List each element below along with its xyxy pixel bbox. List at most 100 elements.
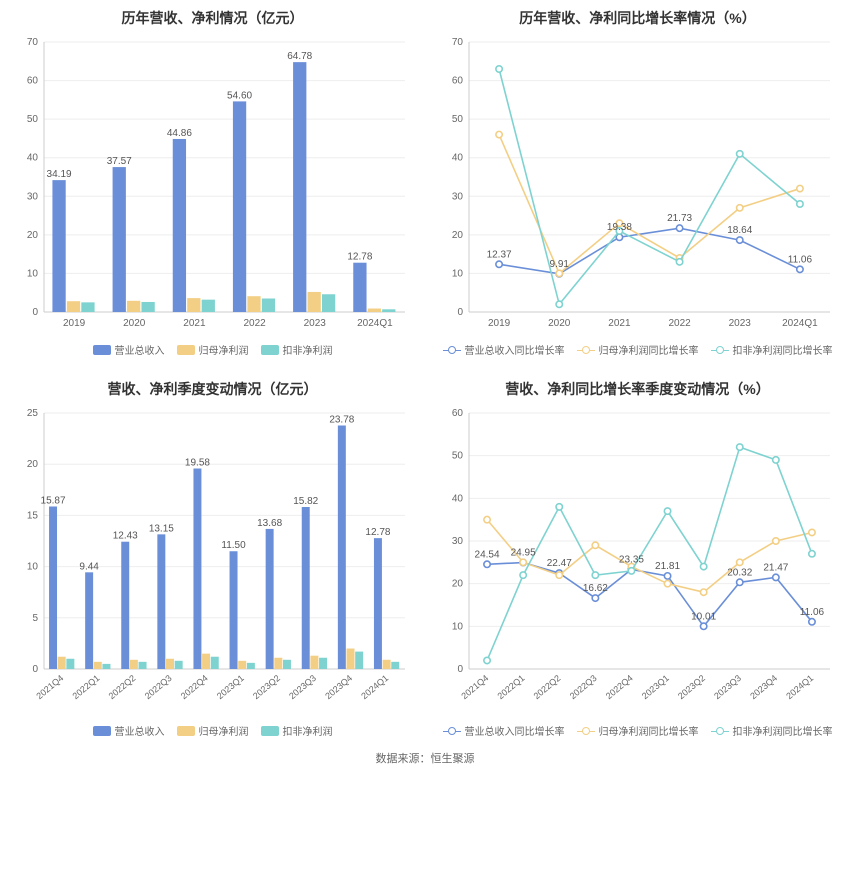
chart-title: 营收、净利季度变动情况（亿元） xyxy=(10,379,415,399)
legend-swatch xyxy=(711,726,729,736)
svg-text:60: 60 xyxy=(452,408,464,419)
chart-legend: 营业总收入归母净利润扣非净利润 xyxy=(10,342,415,357)
svg-text:2022Q2: 2022Q2 xyxy=(107,673,138,701)
chart-bl: 05101520252021Q42022Q12022Q22022Q32022Q4… xyxy=(10,407,415,738)
svg-text:20: 20 xyxy=(27,459,39,470)
svg-text:2023Q4: 2023Q4 xyxy=(323,673,354,701)
svg-text:40: 40 xyxy=(452,493,464,504)
legend-label: 扣非净利润 xyxy=(283,342,333,357)
svg-text:0: 0 xyxy=(457,307,463,318)
svg-text:5: 5 xyxy=(32,613,38,624)
svg-text:2024Q1: 2024Q1 xyxy=(359,673,390,701)
legend-label: 归母净利润 xyxy=(199,342,249,357)
svg-text:2022Q2: 2022Q2 xyxy=(532,673,563,701)
svg-text:23.78: 23.78 xyxy=(329,414,354,425)
legend-item: 扣非净利润同比增长率 xyxy=(711,342,833,357)
svg-text:2023Q3: 2023Q3 xyxy=(712,673,743,701)
svg-text:60: 60 xyxy=(452,76,464,87)
svg-text:19.38: 19.38 xyxy=(607,222,632,233)
legend-swatch xyxy=(261,726,279,736)
svg-text:21.81: 21.81 xyxy=(655,561,680,572)
svg-text:2019: 2019 xyxy=(63,318,86,329)
legend-item: 营业总收入同比增长率 xyxy=(443,342,565,357)
svg-text:30: 30 xyxy=(27,191,39,202)
svg-text:40: 40 xyxy=(27,153,39,164)
svg-text:21.47: 21.47 xyxy=(763,562,788,573)
legend-label: 营业总收入同比增长率 xyxy=(465,723,565,738)
svg-text:20: 20 xyxy=(452,230,464,241)
svg-text:2021Q4: 2021Q4 xyxy=(459,673,490,701)
svg-text:2022Q1: 2022Q1 xyxy=(495,673,526,701)
svg-text:70: 70 xyxy=(452,37,464,48)
legend-item: 归母净利润 xyxy=(177,723,249,738)
svg-text:12.78: 12.78 xyxy=(347,252,372,263)
svg-text:20.32: 20.32 xyxy=(727,567,752,578)
svg-text:2021Q4: 2021Q4 xyxy=(34,673,65,701)
legend-label: 归母净利润 xyxy=(199,723,249,738)
svg-text:70: 70 xyxy=(27,37,39,48)
svg-text:13.15: 13.15 xyxy=(149,523,174,534)
chart-legend: 营业总收入归母净利润扣非净利润 xyxy=(10,723,415,738)
svg-text:2022Q4: 2022Q4 xyxy=(179,673,210,701)
svg-text:15: 15 xyxy=(27,510,39,521)
legend-swatch xyxy=(577,345,595,355)
svg-text:50: 50 xyxy=(27,114,39,125)
data-source-label: 数据来源：恒生聚源 xyxy=(0,742,850,778)
svg-text:2024Q1: 2024Q1 xyxy=(784,673,815,701)
svg-text:60: 60 xyxy=(27,76,39,87)
svg-text:37.57: 37.57 xyxy=(107,156,132,167)
svg-text:64.78: 64.78 xyxy=(287,51,312,62)
svg-text:11.06: 11.06 xyxy=(800,607,825,618)
svg-text:2023: 2023 xyxy=(304,318,327,329)
legend-label: 归母净利润同比增长率 xyxy=(599,723,699,738)
svg-text:0: 0 xyxy=(32,664,38,675)
svg-text:11.50: 11.50 xyxy=(221,540,246,551)
chart-tl: 010203040506070201920202021202220232024Q… xyxy=(10,36,415,357)
legend-swatch xyxy=(177,345,195,355)
svg-text:40: 40 xyxy=(452,153,464,164)
chart-legend: 营业总收入同比增长率 归母净利润同比增长率 扣非净利润同比增长率 xyxy=(435,723,840,738)
svg-text:13.68: 13.68 xyxy=(257,518,282,529)
legend-item: 归母净利润同比增长率 xyxy=(577,342,699,357)
legend-label: 扣非净利润同比增长率 xyxy=(733,723,833,738)
svg-text:2022Q4: 2022Q4 xyxy=(604,673,635,701)
svg-text:2022Q3: 2022Q3 xyxy=(143,673,174,701)
svg-text:23.35: 23.35 xyxy=(619,554,644,565)
legend-swatch xyxy=(443,345,461,355)
svg-text:20: 20 xyxy=(452,579,464,590)
legend-swatch xyxy=(711,345,729,355)
svg-text:0: 0 xyxy=(457,664,463,675)
panel-bl: 营收、净利季度变动情况（亿元） 05101520252021Q42022Q120… xyxy=(0,371,425,742)
panel-tr: 历年营收、净利同比增长率情况（%） 0102030405060702019202… xyxy=(425,0,850,371)
legend-swatch xyxy=(177,726,195,736)
svg-text:2022: 2022 xyxy=(668,318,691,329)
svg-text:30: 30 xyxy=(452,536,464,547)
svg-text:2024Q1: 2024Q1 xyxy=(782,318,818,329)
legend-item: 归母净利润同比增长率 xyxy=(577,723,699,738)
legend-item: 营业总收入同比增长率 xyxy=(443,723,565,738)
svg-text:11.06: 11.06 xyxy=(788,254,813,265)
legend-label: 扣非净利润同比增长率 xyxy=(733,342,833,357)
svg-text:22.47: 22.47 xyxy=(547,558,572,569)
legend-item: 扣非净利润 xyxy=(261,723,333,738)
svg-text:2022Q3: 2022Q3 xyxy=(568,673,599,701)
chart-title: 营收、净利同比增长率季度变动情况（%） xyxy=(435,379,840,399)
svg-text:0: 0 xyxy=(32,307,38,318)
chart-title: 历年营收、净利情况（亿元） xyxy=(10,8,415,28)
svg-text:2023Q4: 2023Q4 xyxy=(748,673,779,701)
svg-text:19.58: 19.58 xyxy=(185,458,210,469)
svg-text:34.19: 34.19 xyxy=(47,169,72,180)
svg-text:2023: 2023 xyxy=(729,318,752,329)
svg-text:2023Q2: 2023Q2 xyxy=(251,673,282,701)
legend-item: 扣非净利润同比增长率 xyxy=(711,723,833,738)
legend-item: 归母净利润 xyxy=(177,342,249,357)
legend-label: 扣非净利润 xyxy=(283,723,333,738)
chart-br: 01020304050602021Q42022Q12022Q22022Q3202… xyxy=(435,407,840,738)
svg-text:24.54: 24.54 xyxy=(475,549,500,560)
legend-swatch xyxy=(577,726,595,736)
svg-text:12.43: 12.43 xyxy=(113,531,138,542)
svg-text:20: 20 xyxy=(27,230,39,241)
svg-text:10: 10 xyxy=(27,562,39,573)
chart-legend: 营业总收入同比增长率归母净利润同比增长率 扣非净利润同比增长率 xyxy=(435,342,840,357)
svg-text:50: 50 xyxy=(452,114,464,125)
